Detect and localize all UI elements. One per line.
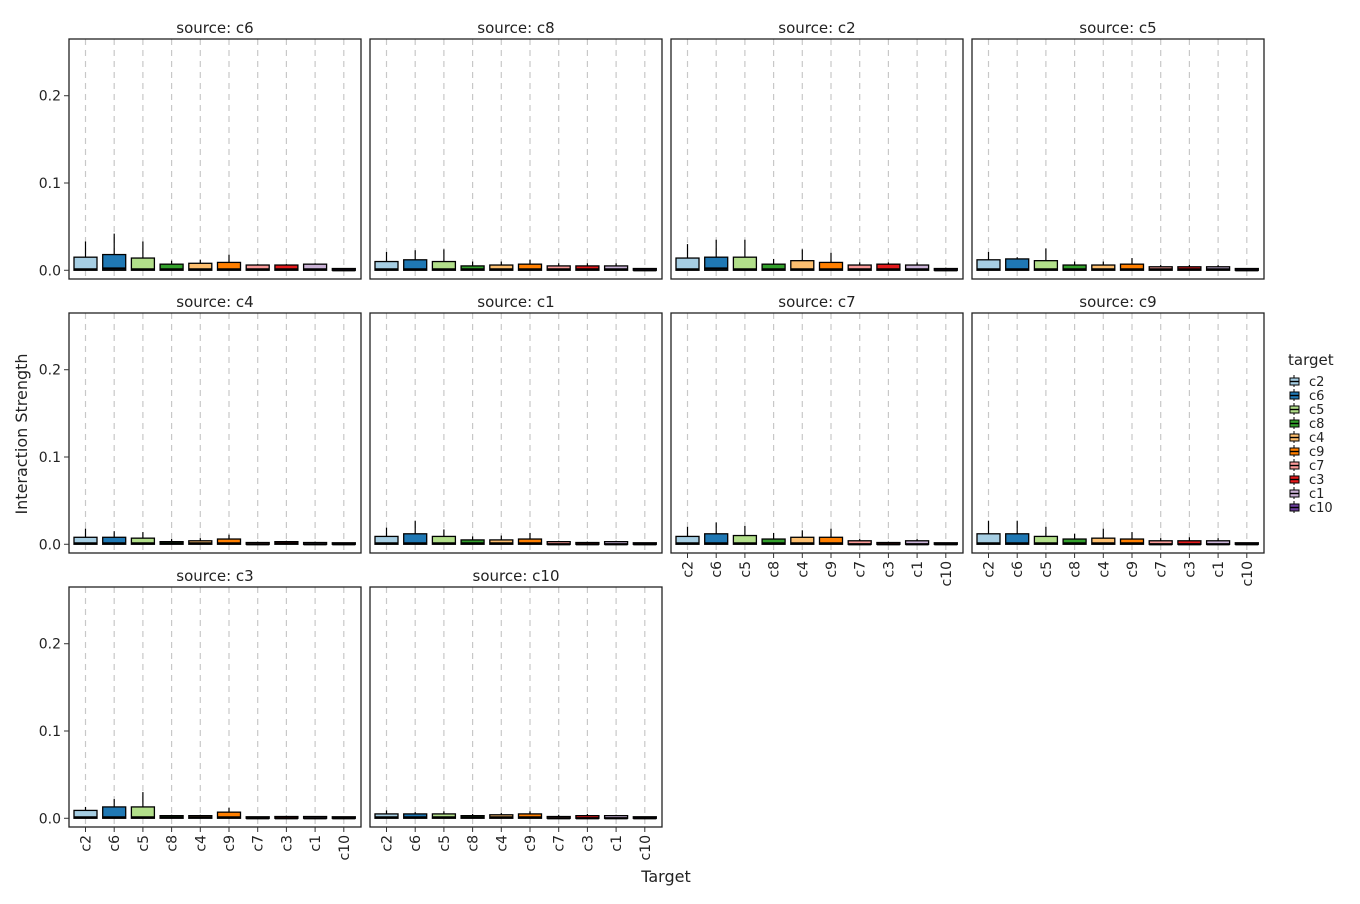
legend-label-c6: c6: [1309, 389, 1324, 404]
y-tick-label: 0.1: [39, 176, 61, 192]
x-tick-label: c9: [523, 835, 539, 852]
facet-title: source: c2: [778, 19, 855, 37]
facet-panel: source: c4 0.0 0.1 0.2: [39, 293, 362, 554]
y-tick-label: 0.0: [39, 811, 61, 827]
facet-title: source: c1: [477, 293, 554, 311]
facet-title: source: c3: [176, 567, 253, 585]
panel-border: [971, 312, 1265, 554]
x-tick-label: c7: [1154, 561, 1170, 578]
panel-border: [68, 586, 362, 828]
x-tick-label: c7: [853, 561, 869, 578]
y-tick-label: 0.0: [39, 537, 61, 553]
facet-panel: source: c6 0.0 0.1 0.2: [39, 19, 362, 280]
facet-panel: source: c1: [369, 293, 663, 554]
x-tick-label: c1: [910, 561, 926, 578]
y-tick-label: 0.1: [39, 450, 61, 466]
x-tick-label: c8: [1068, 561, 1084, 578]
x-tick-label: c9: [824, 561, 840, 578]
x-tick-label: c3: [279, 835, 295, 852]
x-tick-label: c3: [1182, 561, 1198, 578]
facet-panel: source: c10 c2 c6 c5 c8 c4 c9 c7 c3 c1 c10: [369, 567, 663, 861]
x-tick-label: c5: [437, 835, 453, 852]
facet-panel: source: c8: [369, 19, 663, 280]
facet-panels: source: c6 0.0 0.1 0.2 source: c8 source: c2 s…: [39, 19, 1265, 861]
x-tick-label: c4: [193, 835, 209, 852]
y-tick-label: 0.2: [39, 637, 61, 653]
x-tick-label: c4: [1096, 561, 1112, 578]
x-tick-label: c1: [609, 835, 625, 852]
x-tick-label: c9: [222, 835, 238, 852]
x-tick-label: c2: [380, 835, 396, 852]
facet-title: source: c6: [176, 19, 253, 37]
box-c6: [704, 256, 729, 271]
x-axis-title: Target: [640, 867, 691, 886]
y-tick-label: 0.1: [39, 724, 61, 740]
x-tick-label: c1: [1211, 561, 1227, 578]
x-tick-label: c4: [494, 835, 510, 852]
x-tick-label: c5: [738, 561, 754, 578]
x-tick-label: c8: [165, 835, 181, 852]
y-tick-label: 0.2: [39, 89, 61, 105]
facet-panel: source: c2: [670, 19, 964, 280]
legend-label-c4: c4: [1309, 431, 1324, 446]
facet-title: source: c9: [1079, 293, 1156, 311]
panel-border: [670, 312, 964, 554]
x-tick-label: c6: [408, 835, 424, 852]
x-tick-label: c3: [580, 835, 596, 852]
panel-border: [68, 312, 362, 554]
facet-title: source: c10: [473, 567, 560, 585]
facet-title: source: c7: [778, 293, 855, 311]
x-tick-label: c6: [107, 835, 123, 852]
x-tick-label: c7: [251, 835, 267, 852]
panel-border: [971, 38, 1265, 280]
legend-label-c2: c2: [1309, 375, 1324, 390]
legend-label-c5: c5: [1309, 403, 1324, 418]
panel-border: [369, 586, 663, 828]
legend-label-c3: c3: [1309, 473, 1324, 488]
panel-border: [68, 38, 362, 280]
facet-title: source: c4: [176, 293, 253, 311]
legend-label-c7: c7: [1309, 459, 1324, 474]
legend-label-c9: c9: [1309, 445, 1324, 460]
x-tick-label: c4: [795, 561, 811, 578]
x-tick-label: c3: [881, 561, 897, 578]
x-tick-label: c2: [982, 561, 998, 578]
x-tick-label: c8: [767, 561, 783, 578]
x-tick-label: c6: [1010, 561, 1026, 578]
x-tick-label: c10: [1240, 561, 1256, 587]
x-tick-label: c2: [681, 561, 697, 578]
x-tick-label: c1: [308, 835, 324, 852]
x-tick-label: c6: [709, 561, 725, 578]
x-tick-label: c10: [337, 835, 353, 861]
legend-label-c8: c8: [1309, 417, 1324, 432]
x-tick-label: c5: [1039, 561, 1055, 578]
facet-panel: source: c3 0.0 0.1 0.2 c2 c6 c5 c8 c4 c9 c7 c3 c1 c10: [39, 567, 362, 861]
facet-title: source: c5: [1079, 19, 1156, 37]
y-axis-title: Interaction Strength: [12, 353, 31, 514]
legend-label-c10: c10: [1309, 501, 1333, 516]
facet-panel: source: c5: [971, 19, 1265, 280]
panel-border: [369, 38, 663, 280]
box-c6: [102, 253, 127, 271]
facet-panel: source: c7 c2 c6 c5 c8 c4 c9 c7 c3 c1 c10: [670, 293, 964, 587]
facet-title: source: c8: [477, 19, 554, 37]
x-tick-label: c9: [1125, 561, 1141, 578]
x-tick-label: c10: [939, 561, 955, 587]
x-tick-label: c7: [552, 835, 568, 852]
legend-label-c1: c1: [1309, 487, 1324, 502]
facet-panel: source: c9 c2 c6 c5 c8 c4 c9 c7 c3 c1 c10: [971, 293, 1265, 587]
legend-title: target: [1288, 351, 1334, 369]
x-tick-label: c8: [466, 835, 482, 852]
x-tick-label: c5: [136, 835, 152, 852]
panel-border: [369, 312, 663, 554]
x-tick-label: c2: [79, 835, 95, 852]
y-tick-label: 0.2: [39, 363, 61, 379]
x-tick-label: c10: [638, 835, 654, 861]
panel-border: [670, 38, 964, 280]
y-tick-label: 0.0: [39, 263, 61, 279]
